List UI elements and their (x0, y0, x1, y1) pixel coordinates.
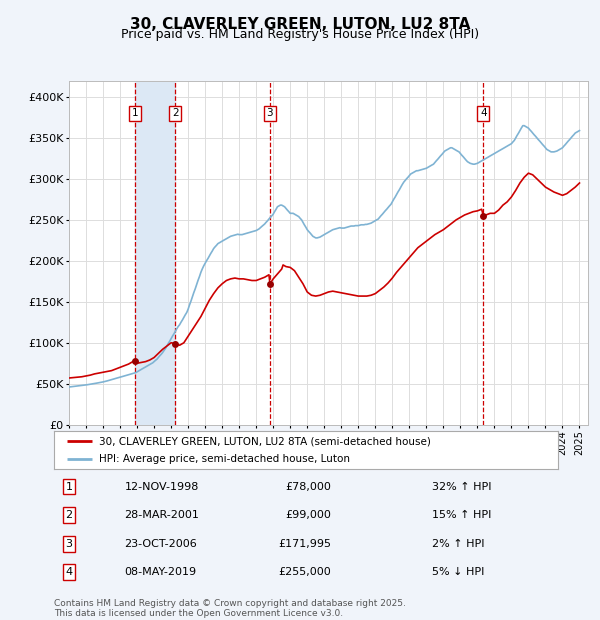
Text: £255,000: £255,000 (278, 567, 331, 577)
Text: 2: 2 (65, 510, 73, 520)
Text: HPI: Average price, semi-detached house, Luton: HPI: Average price, semi-detached house,… (100, 454, 350, 464)
Text: 3: 3 (266, 108, 273, 118)
Text: 23-OCT-2006: 23-OCT-2006 (125, 539, 197, 549)
Text: 2: 2 (172, 108, 178, 118)
Text: 30, CLAVERLEY GREEN, LUTON, LU2 8TA (semi-detached house): 30, CLAVERLEY GREEN, LUTON, LU2 8TA (sem… (100, 436, 431, 446)
Text: £78,000: £78,000 (286, 482, 331, 492)
Text: 1: 1 (65, 482, 73, 492)
Text: £99,000: £99,000 (286, 510, 331, 520)
Text: Contains HM Land Registry data © Crown copyright and database right 2025.
This d: Contains HM Land Registry data © Crown c… (54, 599, 406, 618)
Text: 28-MAR-2001: 28-MAR-2001 (125, 510, 199, 520)
Bar (135, 81, 175, 425)
Text: 3: 3 (65, 539, 73, 549)
Text: 30, CLAVERLEY GREEN, LUTON, LU2 8TA: 30, CLAVERLEY GREEN, LUTON, LU2 8TA (130, 17, 470, 32)
Text: 1: 1 (131, 108, 138, 118)
Text: 5% ↓ HPI: 5% ↓ HPI (432, 567, 484, 577)
Text: 4: 4 (65, 567, 73, 577)
Text: 15% ↑ HPI: 15% ↑ HPI (432, 510, 491, 520)
Text: 08-MAY-2019: 08-MAY-2019 (125, 567, 197, 577)
Text: Price paid vs. HM Land Registry's House Price Index (HPI): Price paid vs. HM Land Registry's House … (121, 28, 479, 41)
Text: 2% ↑ HPI: 2% ↑ HPI (432, 539, 485, 549)
Text: 12-NOV-1998: 12-NOV-1998 (125, 482, 199, 492)
Text: 4: 4 (480, 108, 487, 118)
Text: £171,995: £171,995 (278, 539, 331, 549)
Text: 32% ↑ HPI: 32% ↑ HPI (432, 482, 491, 492)
